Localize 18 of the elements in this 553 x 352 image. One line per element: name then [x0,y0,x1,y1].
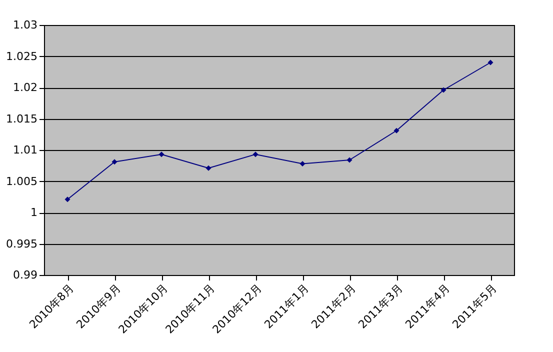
point [394,128,400,134]
point [252,152,258,158]
point [488,60,494,66]
point [346,157,352,163]
point [64,196,70,202]
y-tick-label: 1.015 [6,112,38,126]
y-tick-label: 1.03 [13,18,38,32]
y-tick-label: 1.005 [6,174,38,188]
y-tick-label: 1.01 [13,144,38,156]
y-tick-label: 1.02 [13,81,38,94]
y-tick-label: 1.025 [6,50,38,63]
point [206,165,212,171]
point [158,152,164,158]
y-tick-label: 1 [30,206,38,219]
y-tick-label: 0.99 [13,268,38,282]
point [112,159,118,165]
point [440,87,446,93]
y-tick-label: 0.995 [6,237,38,250]
